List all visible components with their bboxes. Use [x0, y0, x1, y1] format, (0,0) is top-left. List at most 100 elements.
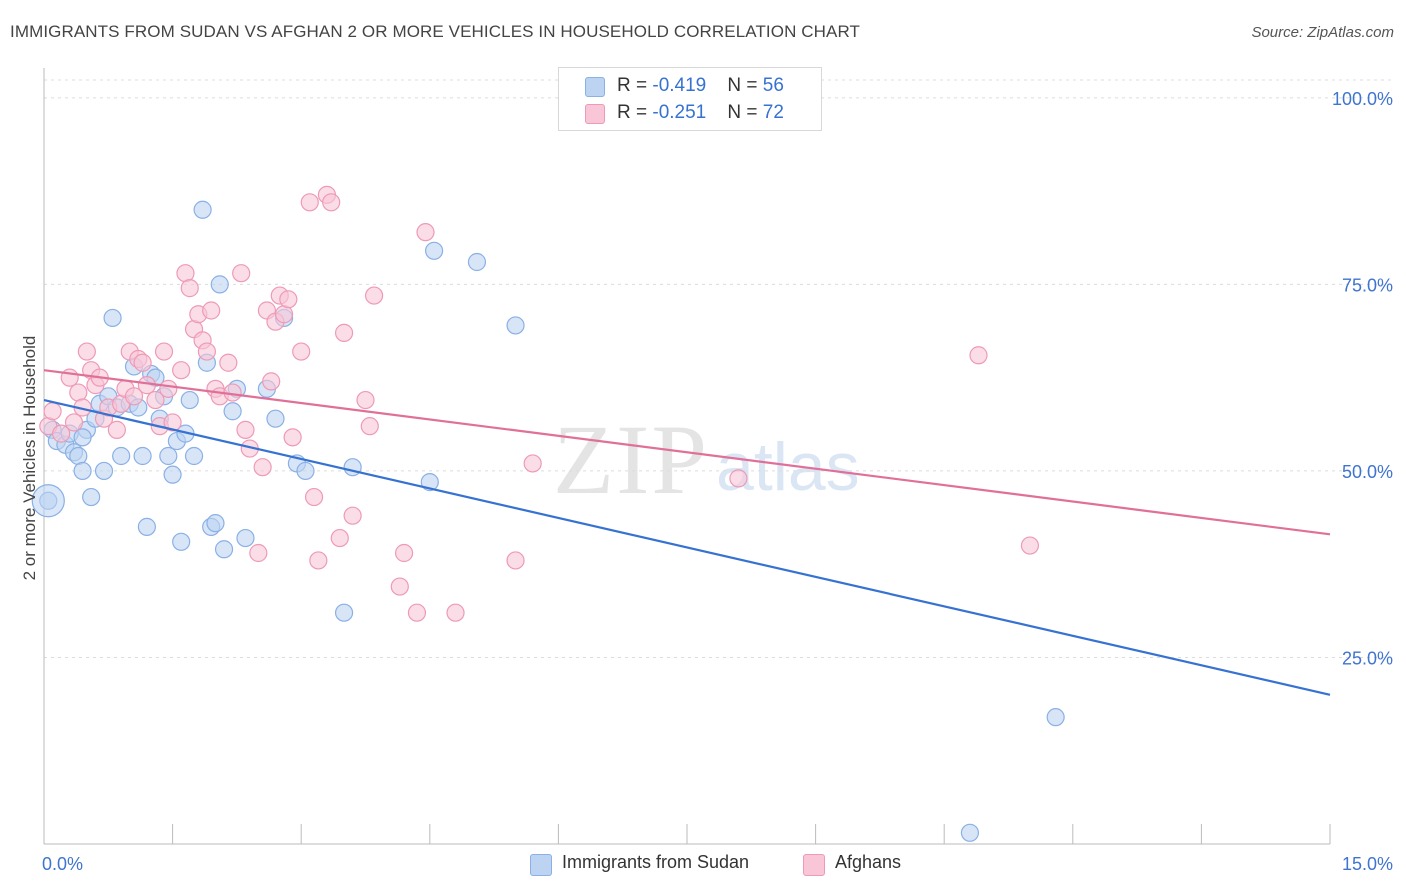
chart-title: IMMIGRANTS FROM SUDAN VS AFGHAN 2 OR MOR…	[10, 22, 861, 41]
point-afghans	[124, 387, 144, 406]
point-afghans	[69, 383, 88, 402]
point-sudan	[1046, 708, 1065, 727]
y-tick-label: 75.0%	[1342, 275, 1393, 295]
point-afghans	[262, 372, 281, 391]
point-sudan	[960, 823, 980, 842]
point-sudan	[506, 316, 525, 335]
point-afghans	[43, 402, 62, 421]
point-afghans	[1020, 536, 1040, 555]
point-sudan	[214, 540, 234, 559]
point-sudan	[236, 528, 255, 548]
point-sudan	[184, 446, 204, 466]
point-afghans	[197, 342, 216, 361]
point-afghans	[390, 577, 409, 596]
point-afghans	[180, 279, 199, 298]
point-sudan	[210, 275, 229, 294]
point-afghans	[309, 551, 328, 570]
point-sudan	[296, 461, 315, 481]
sudan-stats: R = -0.419 N = 56	[617, 75, 784, 96]
y-tick-label: 25.0%	[1342, 648, 1393, 668]
y-axis-title: 2 or more Vehicles in Household	[20, 335, 39, 581]
point-afghans	[729, 469, 748, 488]
point-sudan	[206, 514, 225, 533]
legend-swatch-afghans	[803, 854, 825, 876]
point-afghans	[274, 305, 294, 324]
point-afghans	[219, 353, 238, 372]
point-afghans	[172, 361, 191, 380]
point-afghans	[330, 528, 349, 548]
watermark-atlas: atlas	[716, 429, 860, 505]
point-afghans	[360, 417, 379, 436]
point-afghans	[300, 193, 319, 212]
point-sudan	[103, 308, 122, 328]
point-sudan	[112, 446, 131, 466]
stats-row-sudan: R = -0.419 N = 56	[559, 74, 821, 100]
point-sudan	[159, 446, 178, 466]
point-afghans	[283, 428, 302, 447]
source-label: Source: ZipAtlas.com	[1251, 24, 1394, 41]
point-afghans	[146, 390, 165, 410]
point-afghans	[304, 487, 324, 507]
point-sudan	[424, 241, 444, 260]
point-afghans	[253, 458, 272, 477]
point-sudan	[193, 200, 212, 219]
point-afghans	[159, 379, 178, 398]
point-afghans	[334, 323, 354, 342]
trendline-afghans	[43, 369, 1331, 536]
point-afghans	[394, 543, 414, 563]
point-afghans	[232, 264, 251, 283]
point-sudan	[172, 532, 191, 551]
point-sudan	[467, 252, 487, 272]
watermark-zip: ZIP	[553, 404, 709, 515]
legend-label-sudan: Immigrants from Sudan	[562, 852, 750, 872]
point-afghans	[133, 353, 152, 372]
point-afghans	[322, 193, 341, 212]
point-afghans	[77, 342, 96, 361]
point-afghans	[64, 413, 84, 432]
point-afghans	[279, 290, 298, 309]
legend-swatch-sudan	[530, 854, 552, 876]
point-sudan	[334, 603, 354, 622]
point-large-sudan	[31, 484, 65, 518]
point-afghans	[407, 603, 427, 622]
x-tick-label-max: 15.0%	[1342, 854, 1393, 874]
point-sudan	[133, 446, 152, 466]
point-afghans	[969, 346, 988, 365]
point-afghans	[249, 543, 268, 563]
x-tick-label-min: 0.0%	[42, 854, 83, 874]
point-sudan	[163, 465, 182, 484]
point-sudan	[180, 390, 199, 410]
y-tick-label: 50.0%	[1342, 462, 1393, 482]
point-afghans	[446, 603, 465, 622]
point-sudan	[94, 461, 114, 481]
point-afghans	[506, 551, 525, 570]
point-afghans	[163, 413, 182, 432]
point-sudan	[223, 402, 242, 421]
point-afghans	[107, 420, 126, 439]
point-afghans	[343, 506, 362, 525]
point-afghans	[202, 301, 221, 320]
point-afghans	[236, 420, 255, 439]
point-afghans	[523, 454, 542, 473]
afghans-swatch	[585, 104, 605, 124]
point-afghans	[176, 264, 195, 283]
sudan-swatch	[585, 77, 605, 97]
stats-legend: R = -0.419 N = 56 R = -0.251 N = 72	[558, 67, 822, 131]
point-afghans	[356, 390, 375, 410]
point-sudan	[73, 428, 92, 447]
point-afghans	[292, 342, 311, 361]
legend-label-afghans: Afghans	[835, 852, 902, 872]
trendline-sudan	[43, 398, 1331, 696]
point-sudan	[266, 409, 285, 428]
y-tick-label: 100.0%	[1332, 89, 1393, 109]
point-afghans	[52, 424, 71, 443]
afghans-stats: R = -0.251 N = 72	[617, 102, 784, 123]
point-afghans	[416, 223, 435, 242]
point-sudan	[82, 487, 101, 507]
stats-row-afghans: R = -0.251 N = 72	[559, 101, 821, 127]
point-sudan	[137, 517, 156, 536]
point-afghans	[364, 286, 384, 305]
point-sudan	[73, 461, 92, 481]
point-sudan	[69, 446, 88, 466]
